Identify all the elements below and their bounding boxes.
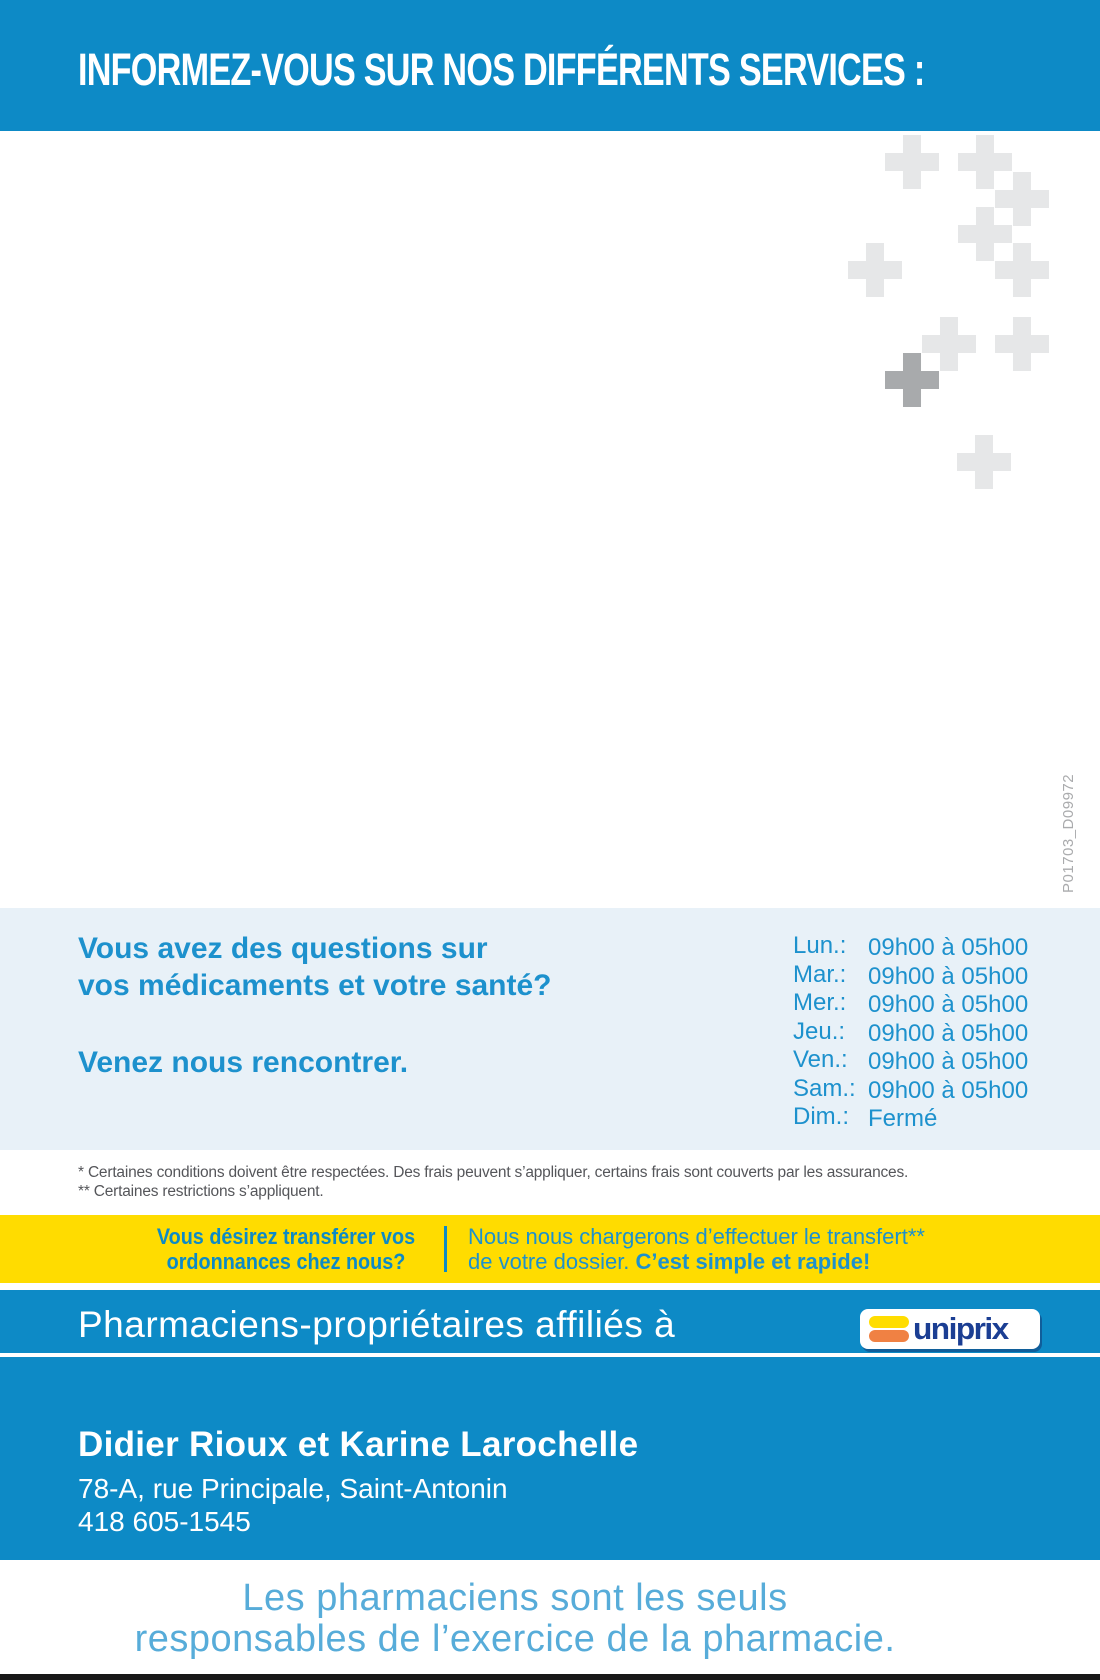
uniprix-wordmark: uniprix (913, 1311, 1009, 1346)
transfer-banner: Vous désirez transférer vos ordonnances … (0, 1215, 1100, 1283)
day-label: Mar.: (793, 960, 847, 988)
plus-icon (922, 317, 976, 371)
question-text: Vous avez des questions sur vos médicame… (78, 930, 552, 1004)
uniprix-logo: uniprix (860, 1309, 1040, 1349)
disclaimer-block: * Certaines conditions doivent être resp… (78, 1163, 908, 1201)
day-label: Sam.: (793, 1074, 856, 1102)
plus-icon (995, 317, 1049, 371)
footer-line2: responsables de l’exercice de la pharmac… (134, 1618, 896, 1660)
footer-disclaimer: Les pharmaciens sont les seuls responsab… (0, 1578, 1030, 1660)
hours-value: 09h00 à 05h00 (868, 1019, 1029, 1047)
day-label: Jeu.: (793, 1017, 846, 1045)
owner-address: 78-A, rue Principale, Saint-Antonin (78, 1473, 508, 1504)
transfer-answer-line1: Nous nous chargerons d’effectuer le tran… (468, 1224, 925, 1249)
page-title: INFORMEZ-VOUS SUR NOS DIFFÉRENTS SERVICE… (78, 44, 925, 95)
hours-value: 09h00 à 05h00 (868, 934, 1029, 961)
plus-icon (957, 435, 1011, 489)
question-line2: vos médicaments et votre santé? (78, 969, 552, 1002)
hours-value: 09h00 à 05h00 (868, 962, 1029, 990)
transfer-question-line1: Vous désirez transférer vos (156, 1224, 416, 1249)
uniprix-bars-icon (869, 1316, 909, 1342)
day-label: Ven.: (793, 1046, 848, 1073)
plus-icon (885, 135, 939, 189)
disclaimer-line1: * Certaines conditions doivent être resp… (78, 1164, 909, 1181)
hours-row: Mer.: 09h00 à 05h00 (793, 989, 1028, 1018)
plus-icon (995, 243, 1049, 297)
hours-row: Lun.: 09h00 à 05h00 (793, 932, 1028, 961)
owner-names: Didier Rioux et Karine Larochelle (78, 1425, 639, 1464)
plus-icon (848, 243, 902, 297)
transfer-answer: Nous nous chargerons d’effectuer le tran… (468, 1224, 925, 1274)
hours-row: Dim.: Fermé (793, 1103, 1028, 1132)
hours-row: Mar.: 09h00 à 05h00 (793, 961, 1028, 990)
affiliation-label: Pharmaciens-propriétaires affiliés à (78, 1304, 676, 1345)
transfer-answer-line2: de votre dossier. C’est simple et rapide… (468, 1249, 925, 1274)
hours-value: Fermé (868, 1105, 938, 1132)
header-banner: INFORMEZ-VOUS SUR NOS DIFFÉRENTS SERVICE… (0, 0, 1100, 131)
bottom-blue-section: Pharmaciens-propriétaires affiliés à uni… (0, 1290, 1100, 1560)
vertical-divider (444, 1226, 447, 1272)
hours-value: 09h00 à 05h00 (868, 1076, 1029, 1104)
info-section: Vous avez des questions sur vos médicame… (0, 908, 1100, 1150)
transfer-question: Vous désirez transférer vos ordonnances … (146, 1224, 427, 1274)
white-divider (0, 1353, 1100, 1357)
transfer-answer-bold: C’est simple et rapide! (635, 1249, 871, 1274)
product-code: P01703_D09972 (1060, 773, 1077, 893)
plus-icon (885, 353, 939, 407)
hours-row: Jeu.: 09h00 à 05h00 (793, 1018, 1028, 1047)
hours-row: Ven.: 09h00 à 05h00 (793, 1046, 1028, 1075)
plus-icon (995, 172, 1049, 226)
hours-row: Sam.: 09h00 à 05h00 (793, 1075, 1028, 1104)
transfer-answer-prefix: de votre dossier. (468, 1249, 636, 1274)
opening-hours: Lun.: 09h00 à 05h00 Mar.: 09h00 à 05h00 Me… (793, 932, 1028, 1132)
disclaimer-line2: ** Certaines restrictions s’appliquent. (78, 1183, 324, 1200)
footer-line1: Les pharmaciens sont les seuls (242, 1577, 788, 1619)
day-label: Dim.: (793, 1103, 849, 1130)
plus-icon (958, 207, 1012, 261)
owner-phone: 418 605-1545 (78, 1506, 251, 1537)
bottom-edge-bar (0, 1674, 1100, 1680)
day-label: Mer.: (793, 989, 847, 1016)
hours-value: 09h00 à 05h00 (868, 991, 1029, 1018)
plus-icon (958, 135, 1012, 189)
day-label: Lun.: (793, 932, 847, 959)
cta-text: Venez nous rencontrer. (78, 1046, 409, 1079)
transfer-question-line2: ordonnances chez nous? (166, 1249, 406, 1274)
question-line1: Vous avez des questions sur (78, 932, 488, 965)
hours-value: 09h00 à 05h00 (868, 1048, 1029, 1075)
